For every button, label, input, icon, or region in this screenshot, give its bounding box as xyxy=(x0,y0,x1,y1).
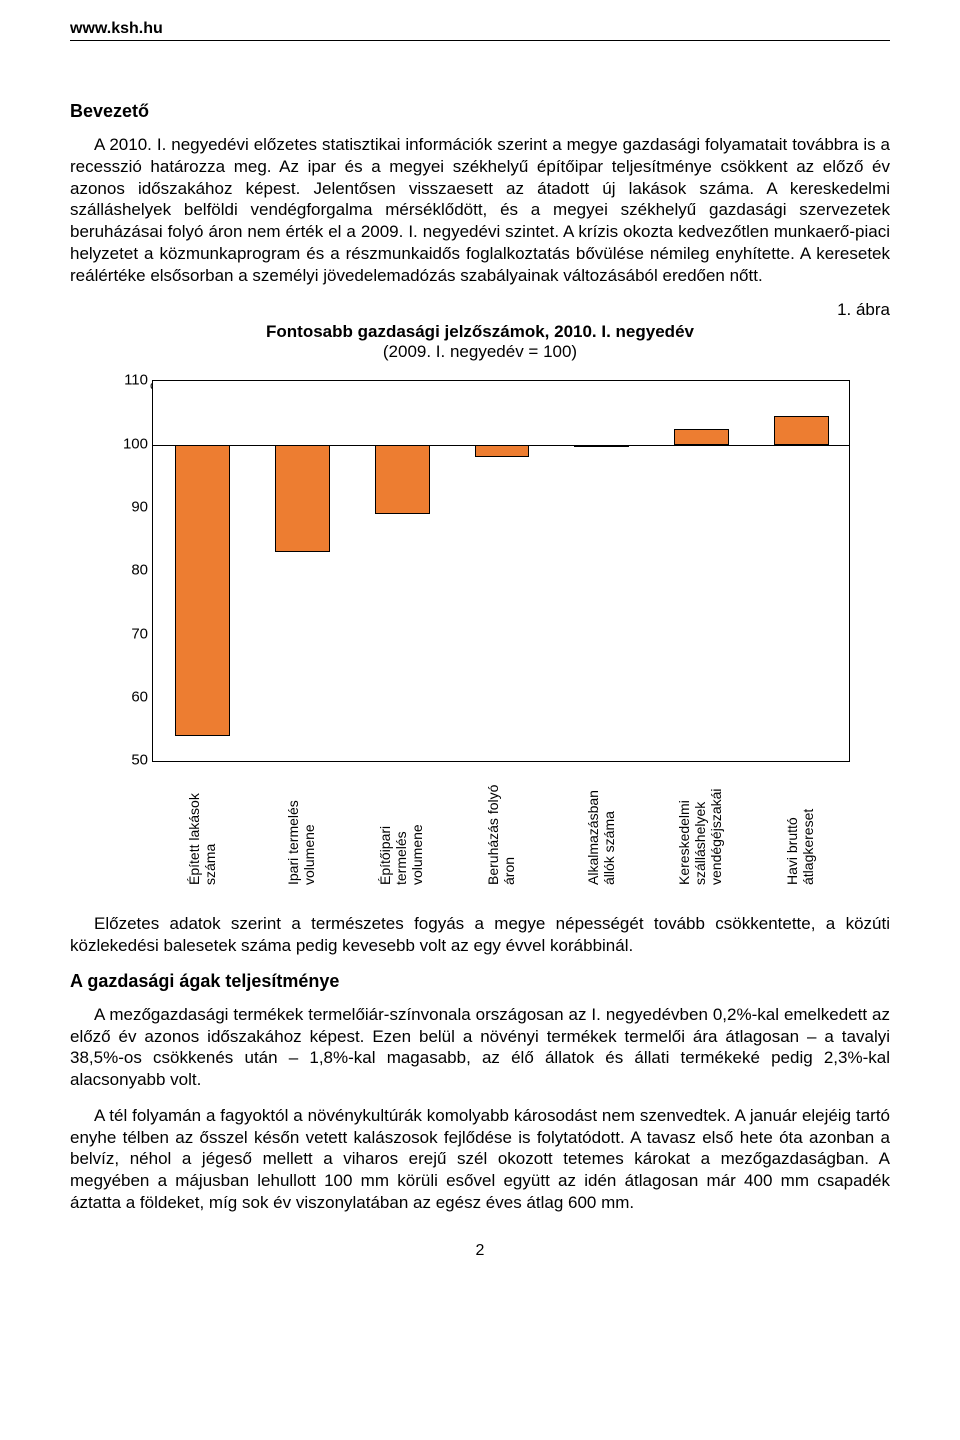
body-p2: Előzetes adatok szerint a természetes fo… xyxy=(70,913,890,957)
figure-title: Fontosabb gazdasági jelzőszámok, 2010. I… xyxy=(70,322,890,342)
bar xyxy=(175,445,230,736)
intro-paragraph: A 2010. I. negyedévi előzetes statisztik… xyxy=(70,134,890,286)
x-category-label: Épített lakások száma xyxy=(186,770,218,885)
x-category-label: Alkalmazásban állók száma xyxy=(585,770,617,885)
page-number: 2 xyxy=(70,1242,890,1260)
x-category-label: Havi bruttó átlagkereset xyxy=(784,770,816,885)
y-tick-label: 90 xyxy=(131,498,148,515)
y-tick-label: 80 xyxy=(131,562,148,579)
figure-1: 1. ábra Fontosabb gazdasági jelzőszámok,… xyxy=(70,300,890,885)
y-tick-label: 60 xyxy=(131,688,148,705)
intro-heading: Bevezető xyxy=(70,101,890,122)
section-heading-2: A gazdasági ágak teljesítménye xyxy=(70,971,890,992)
y-tick-label: 110 xyxy=(124,372,148,389)
bar xyxy=(674,429,729,445)
bar xyxy=(275,445,330,553)
bar xyxy=(574,445,629,447)
y-tick-label: 100 xyxy=(123,435,148,452)
body-p4: A tél folyamán a fagyoktól a növénykultú… xyxy=(70,1105,890,1214)
bar xyxy=(475,445,530,458)
figure-label: 1. ábra xyxy=(70,300,890,320)
x-category-label: Kereskedelmi szálláshelyek vendégéjszaká… xyxy=(676,770,724,885)
x-category-label: Beruházás folyó áron xyxy=(485,770,517,885)
bar-chart: % 5060708090100110 Épített lakások száma… xyxy=(110,380,850,885)
header-url: www.ksh.hu xyxy=(70,20,890,41)
bar xyxy=(774,416,829,445)
body-p3: A mezőgazdasági termékek termelőiár-szín… xyxy=(70,1004,890,1091)
x-category-label: Építőipari termelés volumene xyxy=(377,770,425,885)
y-tick-label: 50 xyxy=(131,752,148,769)
figure-subtitle: (2009. I. negyedév = 100) xyxy=(70,342,890,362)
y-tick-label: 70 xyxy=(131,625,148,642)
bar xyxy=(375,445,430,515)
x-category-label: Ipari termelés volumene xyxy=(285,770,317,885)
